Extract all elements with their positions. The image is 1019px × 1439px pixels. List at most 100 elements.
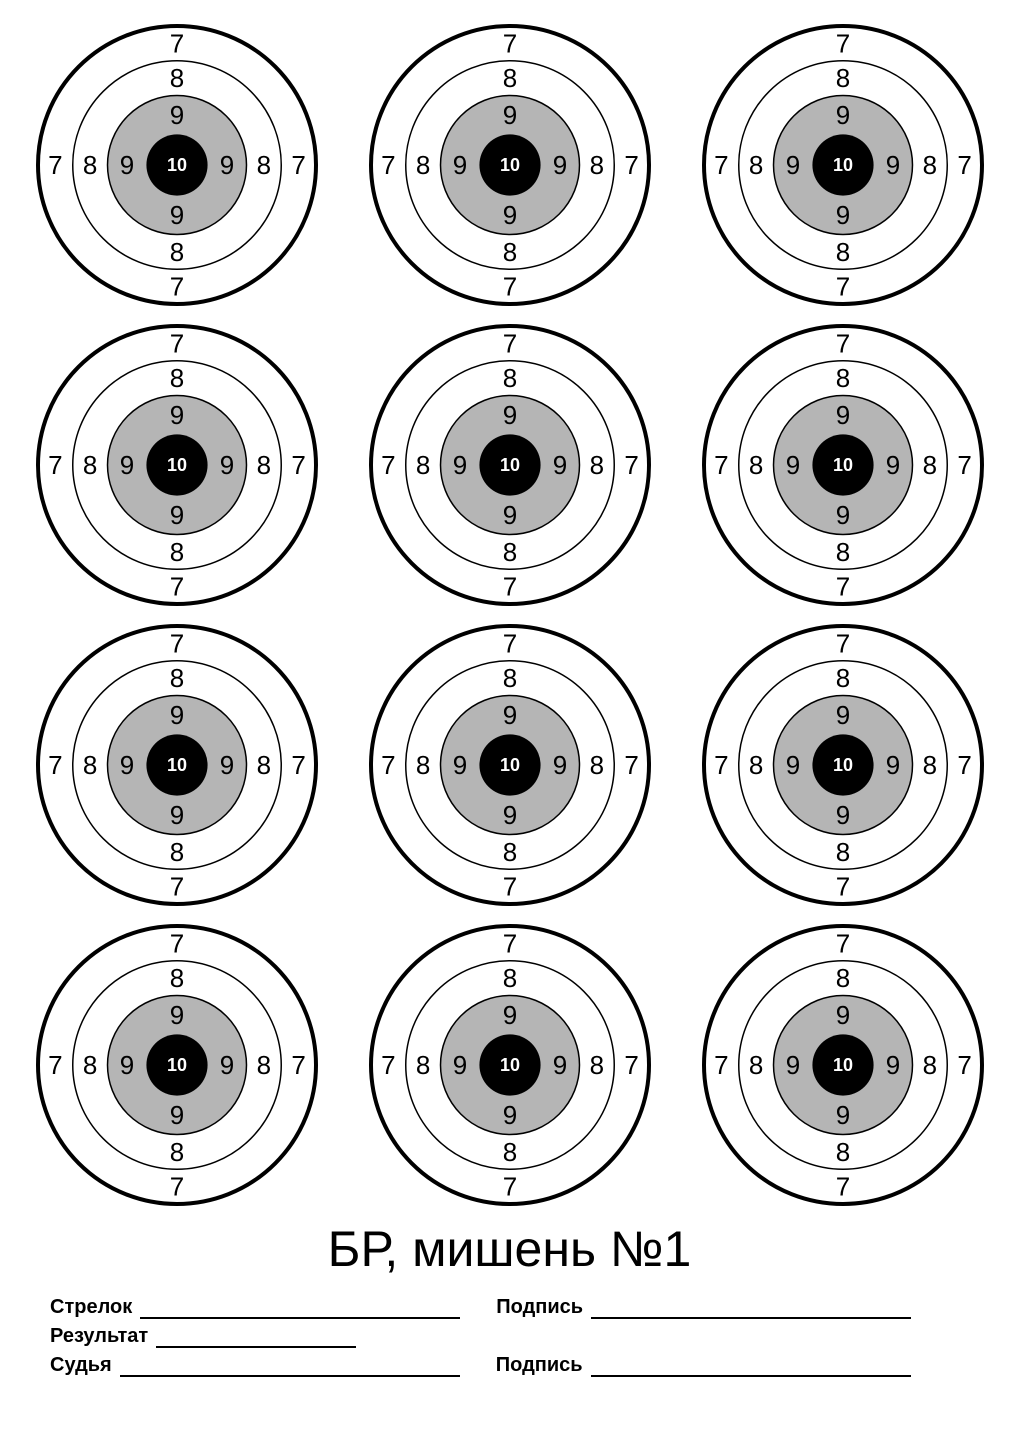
svg-text:7: 7	[48, 750, 62, 780]
svg-text:7: 7	[957, 150, 971, 180]
shooter-label: Стрелок	[50, 1296, 140, 1319]
svg-text:10: 10	[166, 1055, 186, 1075]
target-cell: 77778888999910	[15, 320, 338, 610]
svg-text:9: 9	[169, 400, 183, 430]
svg-text:8: 8	[256, 150, 270, 180]
svg-text:10: 10	[166, 455, 186, 475]
svg-text:7: 7	[714, 750, 728, 780]
svg-text:9: 9	[219, 1050, 233, 1080]
target-icon: 77778888999910	[698, 920, 988, 1210]
signature-field-1: Подпись	[496, 1296, 911, 1319]
target-icon: 77778888999910	[32, 620, 322, 910]
svg-text:8: 8	[835, 1137, 849, 1167]
svg-text:9: 9	[502, 800, 516, 830]
svg-text:7: 7	[502, 28, 516, 58]
svg-text:10: 10	[499, 755, 519, 775]
svg-text:10: 10	[166, 155, 186, 175]
svg-text:7: 7	[502, 928, 516, 958]
svg-text:9: 9	[452, 450, 466, 480]
svg-text:8: 8	[589, 150, 603, 180]
svg-text:8: 8	[502, 537, 516, 567]
target-cell: 77778888999910	[681, 320, 1004, 610]
svg-text:8: 8	[415, 150, 429, 180]
svg-text:9: 9	[219, 450, 233, 480]
svg-text:8: 8	[82, 450, 96, 480]
svg-text:8: 8	[502, 663, 516, 693]
svg-text:7: 7	[835, 1172, 849, 1202]
svg-text:9: 9	[169, 800, 183, 830]
svg-text:7: 7	[169, 328, 183, 358]
target-cell: 77778888999910	[681, 20, 1004, 310]
svg-text:8: 8	[748, 750, 762, 780]
svg-text:7: 7	[502, 872, 516, 902]
svg-text:7: 7	[291, 450, 305, 480]
svg-text:8: 8	[835, 363, 849, 393]
judge-line[interactable]	[120, 1355, 460, 1377]
signature-line-2[interactable]	[591, 1355, 911, 1377]
svg-text:9: 9	[502, 200, 516, 230]
sheet-title: БР, мишень №1	[15, 1220, 1004, 1278]
svg-text:9: 9	[169, 500, 183, 530]
svg-text:8: 8	[748, 150, 762, 180]
svg-text:9: 9	[885, 1050, 899, 1080]
svg-text:8: 8	[502, 837, 516, 867]
svg-text:9: 9	[552, 150, 566, 180]
shooter-line[interactable]	[140, 1297, 460, 1319]
target-icon: 77778888999910	[32, 20, 322, 310]
svg-text:9: 9	[169, 1100, 183, 1130]
svg-text:9: 9	[452, 750, 466, 780]
svg-text:7: 7	[835, 628, 849, 658]
target-icon: 77778888999910	[698, 320, 988, 610]
svg-text:8: 8	[169, 663, 183, 693]
svg-text:7: 7	[169, 572, 183, 602]
svg-text:7: 7	[624, 450, 638, 480]
target-icon: 77778888999910	[32, 320, 322, 610]
target-icon: 77778888999910	[698, 20, 988, 310]
svg-text:8: 8	[922, 450, 936, 480]
target-cell: 77778888999910	[348, 620, 671, 910]
svg-text:9: 9	[119, 1050, 133, 1080]
svg-text:9: 9	[452, 150, 466, 180]
svg-text:9: 9	[119, 150, 133, 180]
svg-text:9: 9	[835, 400, 849, 430]
signature-label-1: Подпись	[496, 1296, 591, 1319]
svg-text:7: 7	[714, 450, 728, 480]
judge-field: Судья	[50, 1354, 460, 1377]
svg-text:8: 8	[169, 237, 183, 267]
signature-label-2: Подпись	[496, 1354, 591, 1377]
signature-line-1[interactable]	[591, 1297, 911, 1319]
svg-text:8: 8	[835, 63, 849, 93]
svg-text:9: 9	[835, 500, 849, 530]
svg-text:9: 9	[119, 450, 133, 480]
svg-text:9: 9	[119, 750, 133, 780]
svg-text:7: 7	[381, 750, 395, 780]
svg-text:8: 8	[169, 1137, 183, 1167]
target-cell: 77778888999910	[348, 320, 671, 610]
signature-field-2: Подпись	[496, 1354, 911, 1377]
svg-text:9: 9	[169, 100, 183, 130]
svg-text:9: 9	[785, 750, 799, 780]
target-icon: 77778888999910	[365, 620, 655, 910]
svg-text:8: 8	[415, 750, 429, 780]
svg-text:8: 8	[415, 450, 429, 480]
svg-text:9: 9	[169, 200, 183, 230]
result-line[interactable]	[156, 1326, 356, 1348]
svg-text:7: 7	[381, 1050, 395, 1080]
svg-text:9: 9	[885, 450, 899, 480]
target-icon: 77778888999910	[365, 320, 655, 610]
target-cell: 77778888999910	[681, 920, 1004, 1210]
target-cell: 77778888999910	[15, 920, 338, 1210]
svg-text:8: 8	[589, 1050, 603, 1080]
result-field: Результат	[50, 1325, 356, 1348]
svg-text:9: 9	[785, 450, 799, 480]
target-cell: 77778888999910	[348, 20, 671, 310]
svg-text:9: 9	[552, 1050, 566, 1080]
svg-text:7: 7	[169, 1172, 183, 1202]
svg-text:7: 7	[714, 1050, 728, 1080]
svg-text:9: 9	[219, 150, 233, 180]
svg-text:8: 8	[169, 537, 183, 567]
svg-text:7: 7	[957, 450, 971, 480]
svg-text:9: 9	[502, 700, 516, 730]
svg-text:8: 8	[589, 750, 603, 780]
target-cell: 77778888999910	[348, 920, 671, 1210]
